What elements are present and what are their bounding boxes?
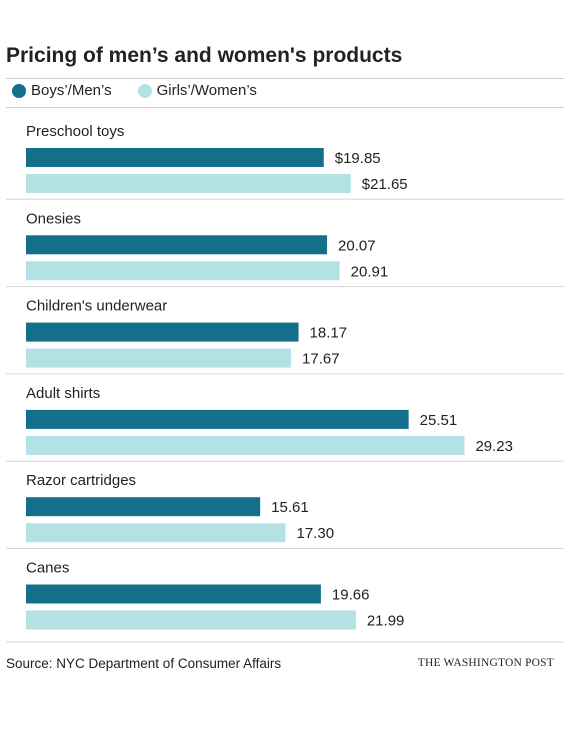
bar-men <box>26 148 324 167</box>
data-label: 17.30 <box>297 525 335 542</box>
category-label: Preschool toys <box>26 123 124 140</box>
data-label: 20.07 <box>338 237 376 254</box>
category-label: Canes <box>26 560 69 577</box>
bar-women <box>26 261 340 281</box>
legend-swatch-men <box>12 83 26 98</box>
credit-note: THE WASHINGTON POST <box>417 657 554 669</box>
bar-men <box>26 235 328 255</box>
bar-women <box>26 610 356 630</box>
legend-swatch-women <box>137 83 152 98</box>
bar-men <box>26 584 321 604</box>
data-label: $19.85 <box>335 150 381 167</box>
data-label: 18.17 <box>310 325 348 342</box>
data-label: $21.65 <box>362 176 408 193</box>
bar-men <box>26 497 261 517</box>
chart-legend: Boys’/Men’s Girls’/Women’s <box>12 82 283 99</box>
data-label: 21.99 <box>367 613 405 630</box>
legend-item-women: Girls’/Women’s <box>137 82 257 99</box>
bar-women <box>26 435 465 455</box>
category-label: Onesies <box>26 210 81 227</box>
category-label: Children's underwear <box>26 298 167 315</box>
source-note: Source: NYC Department of Consumer Affai… <box>6 656 282 671</box>
bar-women <box>26 348 292 368</box>
data-label: 20.91 <box>351 263 389 280</box>
legend-divider <box>6 107 564 108</box>
legend-label-men: Boys’/Men’s <box>31 82 112 99</box>
data-label: 17.67 <box>302 351 340 368</box>
bar-men <box>26 409 409 429</box>
data-label: 15.61 <box>271 499 309 516</box>
data-label: 29.23 <box>475 438 513 455</box>
chart-title: Pricing of men’s and women's products <box>6 44 403 67</box>
bar-men <box>26 322 299 342</box>
title-divider <box>6 78 564 79</box>
bar-chart: Preschool toys $19.85 $21.65 Onesies 20.07 20… <box>6 123 564 643</box>
category-label: Razor cartridges <box>26 472 136 489</box>
category-label: Adult shirts <box>26 385 100 402</box>
data-label: 19.66 <box>332 587 370 604</box>
bar-women <box>26 523 286 543</box>
data-label: 25.51 <box>420 412 458 429</box>
bar-women <box>26 174 351 193</box>
legend-label-women: Girls’/Women’s <box>156 82 257 99</box>
legend-item-men: Boys’/Men’s <box>12 82 112 99</box>
